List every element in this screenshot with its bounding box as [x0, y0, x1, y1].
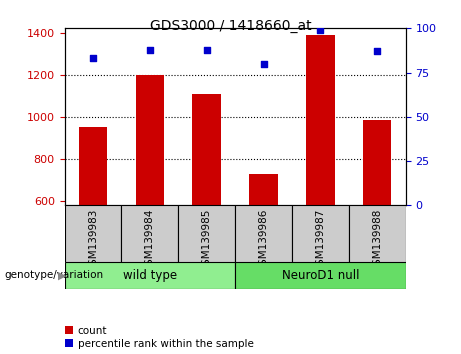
Text: genotype/variation: genotype/variation	[5, 270, 104, 280]
Bar	[292, 205, 349, 262]
Bar	[65, 205, 121, 262]
Bar	[136, 75, 164, 205]
Text: GSM139988: GSM139988	[372, 208, 382, 272]
Bar	[249, 174, 278, 205]
Point	[260, 61, 267, 67]
Point	[373, 48, 381, 54]
Text: GSM139983: GSM139983	[88, 208, 98, 272]
Text: GSM139987: GSM139987	[315, 208, 325, 272]
Text: GSM139984: GSM139984	[145, 208, 155, 272]
Legend: count, percentile rank within the sample: count, percentile rank within the sample	[65, 326, 254, 349]
Bar	[363, 120, 391, 205]
Bar	[79, 127, 107, 205]
Bar	[193, 94, 221, 205]
Bar	[235, 205, 292, 262]
Bar	[235, 262, 406, 289]
Text: GSM139985: GSM139985	[201, 208, 212, 272]
Text: GDS3000 / 1418660_at: GDS3000 / 1418660_at	[150, 19, 311, 34]
Bar	[178, 205, 235, 262]
Text: ▶: ▶	[58, 270, 66, 280]
Bar	[306, 35, 335, 205]
Text: NeuroD1 null: NeuroD1 null	[282, 269, 359, 282]
Point	[146, 47, 154, 52]
Point	[317, 27, 324, 33]
Point	[203, 47, 210, 52]
Text: GSM139986: GSM139986	[259, 208, 269, 272]
Bar	[65, 262, 235, 289]
Bar	[349, 205, 406, 262]
Point	[89, 56, 97, 61]
Text: wild type: wild type	[123, 269, 177, 282]
Bar	[121, 205, 178, 262]
